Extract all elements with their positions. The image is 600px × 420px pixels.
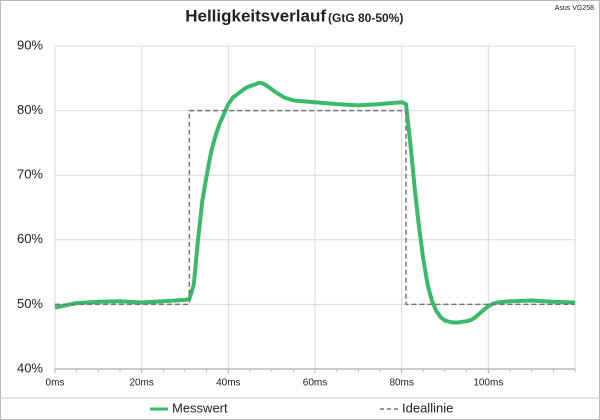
legend-label: Messwert (172, 400, 228, 415)
y-tick-label: 80% (17, 102, 43, 117)
y-tick-label: 60% (17, 231, 43, 246)
x-tick-label: 60ms (303, 378, 327, 389)
chart-subtitle: (GtG 80-50%) (328, 11, 403, 25)
y-tick-label: 50% (17, 296, 43, 311)
x-tick-label: 80ms (389, 378, 413, 389)
y-tick-label: 40% (17, 360, 43, 375)
series-line (54, 80, 576, 325)
x-tick-label: 0ms (46, 378, 65, 389)
y-tick-label: 70% (17, 167, 43, 182)
series-line (55, 109, 575, 306)
x-tick-label: 40ms (216, 378, 240, 389)
legend-label: Ideallinie (402, 400, 453, 415)
chart-title: Helligkeitsverlauf (185, 6, 326, 25)
x-tick-label: 20ms (129, 378, 153, 389)
x-tick-label: 100ms (473, 378, 503, 389)
y-tick-label: 90% (17, 37, 43, 52)
annotation: Asus VG258 (555, 5, 594, 12)
